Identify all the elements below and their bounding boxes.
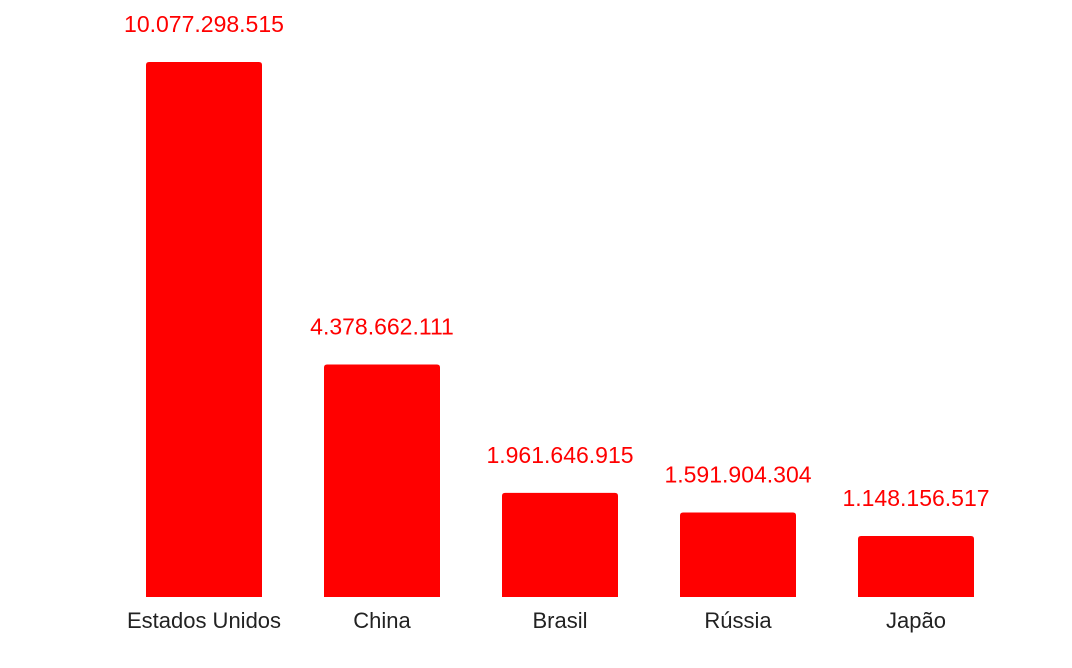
- value-label-4: 1.148.156.517: [842, 485, 989, 511]
- category-label-3: Rússia: [704, 608, 772, 633]
- value-label-3: 1.591.904.304: [664, 461, 811, 487]
- bar-2: [502, 492, 618, 597]
- value-labels-group: 10.077.298.515 4.378.662.111 1.961.646.915…: [124, 11, 989, 511]
- category-label-2: Brasil: [532, 608, 587, 633]
- category-labels-group: Estados Unidos China Brasil Rússia Japão: [127, 608, 946, 633]
- bars-group: [146, 62, 974, 597]
- category-label-1: China: [353, 608, 411, 633]
- value-label-0: 10.077.298.515: [124, 11, 284, 37]
- bar-0: [146, 62, 262, 597]
- bar-1: [324, 364, 440, 597]
- category-label-0: Estados Unidos: [127, 608, 281, 633]
- value-label-1: 4.378.662.111: [310, 314, 454, 340]
- bar-3: [680, 512, 796, 597]
- category-label-4: Japão: [886, 608, 946, 633]
- value-label-2: 1.961.646.915: [486, 442, 633, 468]
- bar-4: [858, 536, 974, 597]
